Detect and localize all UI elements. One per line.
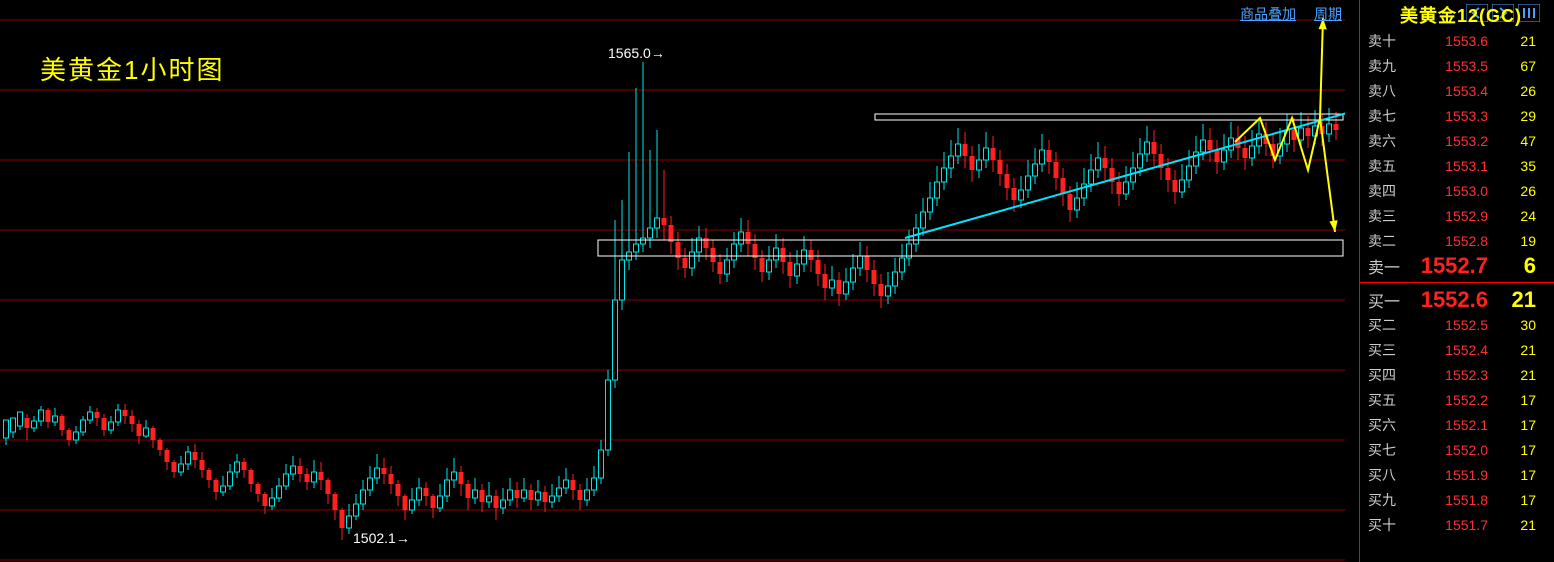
best-ask-vol: 6 — [1488, 253, 1536, 279]
ob-vol: 17 — [1488, 467, 1536, 483]
link-period[interactable]: 周期 — [1314, 6, 1342, 22]
ob-price: 1553.5 — [1416, 58, 1488, 74]
ob-vol: 67 — [1488, 58, 1536, 74]
ob-vol: 29 — [1488, 108, 1536, 124]
ob-vol: 17 — [1488, 492, 1536, 508]
ob-price: 1552.2 — [1416, 392, 1488, 408]
ob-price: 1553.2 — [1416, 133, 1488, 149]
ob-price: 1552.4 — [1416, 342, 1488, 358]
orderbook-asks: 卖十 1553.6 21 卖九 1553.5 67 卖八 1553.4 26 卖… — [1368, 28, 1554, 253]
ob-price: 1552.3 — [1416, 367, 1488, 383]
orderbook-row: 买八 1551.9 17 — [1368, 462, 1554, 487]
best-ask-row: 卖一 1552.7 6 — [1368, 253, 1554, 278]
orderbook-row: 卖七 1553.3 29 — [1368, 103, 1554, 128]
price-annotation-low: 1502.1→ — [353, 530, 410, 546]
ob-vol: 30 — [1488, 317, 1536, 333]
best-bid-vol: 21 — [1488, 287, 1536, 313]
ob-vol: 26 — [1488, 83, 1536, 99]
ob-vol: 21 — [1488, 367, 1536, 383]
link-overlay[interactable]: 商品叠加 — [1240, 6, 1296, 22]
orderbook-row: 卖五 1553.1 35 — [1368, 153, 1554, 178]
ob-price: 1553.6 — [1416, 33, 1488, 49]
orderbook-row: 买九 1551.8 17 — [1368, 487, 1554, 512]
orderbook-separator — [1360, 282, 1554, 283]
orderbook-row: 卖九 1553.5 67 — [1368, 53, 1554, 78]
orderbook-title: 美黄金12(GC) — [1368, 2, 1554, 28]
ob-label: 卖六 — [1368, 131, 1416, 151]
ob-label: 买四 — [1368, 365, 1416, 385]
ob-price: 1552.5 — [1416, 317, 1488, 333]
orderbook-row: 买三 1552.4 21 — [1368, 337, 1554, 362]
ob-price: 1553.3 — [1416, 108, 1488, 124]
best-ask-price: 1552.7 — [1416, 253, 1488, 279]
ob-vol: 24 — [1488, 208, 1536, 224]
ob-price: 1551.9 — [1416, 467, 1488, 483]
ob-vol: 17 — [1488, 417, 1536, 433]
best-bid-label: 买一 — [1368, 288, 1416, 312]
ob-vol: 17 — [1488, 442, 1536, 458]
orderbook-row: 卖二 1552.8 19 — [1368, 228, 1554, 253]
ob-price: 1553.4 — [1416, 83, 1488, 99]
top-link-bar: 商品叠加 周期 — [1226, 4, 1342, 24]
chart-area[interactable]: 美黄金1小时图 1565.0→ 1502.1→ — [0, 0, 1345, 562]
ob-label: 卖二 — [1368, 231, 1416, 251]
price-annotation-high: 1565.0→ — [608, 45, 665, 61]
orderbook-row: 买六 1552.1 17 — [1368, 412, 1554, 437]
ob-label: 买七 — [1368, 440, 1416, 460]
ob-vol: 21 — [1488, 342, 1536, 358]
chart-title: 美黄金1小时图 — [40, 50, 224, 87]
orderbook-bids: 买二 1552.5 30 买三 1552.4 21 买四 1552.3 21 买… — [1368, 312, 1554, 537]
ob-vol: 35 — [1488, 158, 1536, 174]
ob-label: 买五 — [1368, 390, 1416, 410]
orderbook-row: 买五 1552.2 17 — [1368, 387, 1554, 412]
ob-price: 1551.7 — [1416, 517, 1488, 533]
ob-vol: 21 — [1488, 33, 1536, 49]
ob-label: 卖十 — [1368, 31, 1416, 51]
ob-label: 买三 — [1368, 340, 1416, 360]
ob-label: 买二 — [1368, 315, 1416, 335]
orderbook-row: 卖十 1553.6 21 — [1368, 28, 1554, 53]
ob-price: 1552.0 — [1416, 442, 1488, 458]
ob-label: 卖四 — [1368, 181, 1416, 201]
ob-label: 卖七 — [1368, 106, 1416, 126]
ob-vol: 26 — [1488, 183, 1536, 199]
ob-price: 1552.8 — [1416, 233, 1488, 249]
ob-label: 买六 — [1368, 415, 1416, 435]
ob-vol: 47 — [1488, 133, 1536, 149]
ob-label: 卖八 — [1368, 81, 1416, 101]
ob-label: 卖三 — [1368, 206, 1416, 226]
best-bid-row: 买一 1552.6 21 — [1368, 287, 1554, 312]
orderbook-row: 卖六 1553.2 47 — [1368, 128, 1554, 153]
orderbook-row: 买四 1552.3 21 — [1368, 362, 1554, 387]
orderbook-row: 卖八 1553.4 26 — [1368, 78, 1554, 103]
ob-label: 买九 — [1368, 490, 1416, 510]
orderbook-row: 卖三 1552.9 24 — [1368, 203, 1554, 228]
ob-price: 1553.0 — [1416, 183, 1488, 199]
ob-price: 1551.8 — [1416, 492, 1488, 508]
ob-label: 买八 — [1368, 465, 1416, 485]
orderbook-row: 卖四 1553.0 26 — [1368, 178, 1554, 203]
ob-price: 1552.9 — [1416, 208, 1488, 224]
orderbook-row: 买二 1552.5 30 — [1368, 312, 1554, 337]
best-ask-label: 卖一 — [1368, 254, 1416, 278]
ob-vol: 17 — [1488, 392, 1536, 408]
ob-vol: 21 — [1488, 517, 1536, 533]
best-bid-price: 1552.6 — [1416, 287, 1488, 313]
ob-price: 1552.1 — [1416, 417, 1488, 433]
app-root: 美黄金1小时图 1565.0→ 1502.1→ 商品叠加 周期 美黄金12(GC… — [0, 0, 1554, 562]
ob-label: 买十 — [1368, 515, 1416, 535]
orderbook-row: 买七 1552.0 17 — [1368, 437, 1554, 462]
orderbook-row: 买十 1551.7 21 — [1368, 512, 1554, 537]
ob-vol: 19 — [1488, 233, 1536, 249]
ob-label: 卖五 — [1368, 156, 1416, 176]
ob-label: 卖九 — [1368, 56, 1416, 76]
ob-price: 1553.1 — [1416, 158, 1488, 174]
orderbook-panel: 美黄金12(GC) 卖十 1553.6 21 卖九 1553.5 67 卖八 1… — [1359, 0, 1554, 562]
